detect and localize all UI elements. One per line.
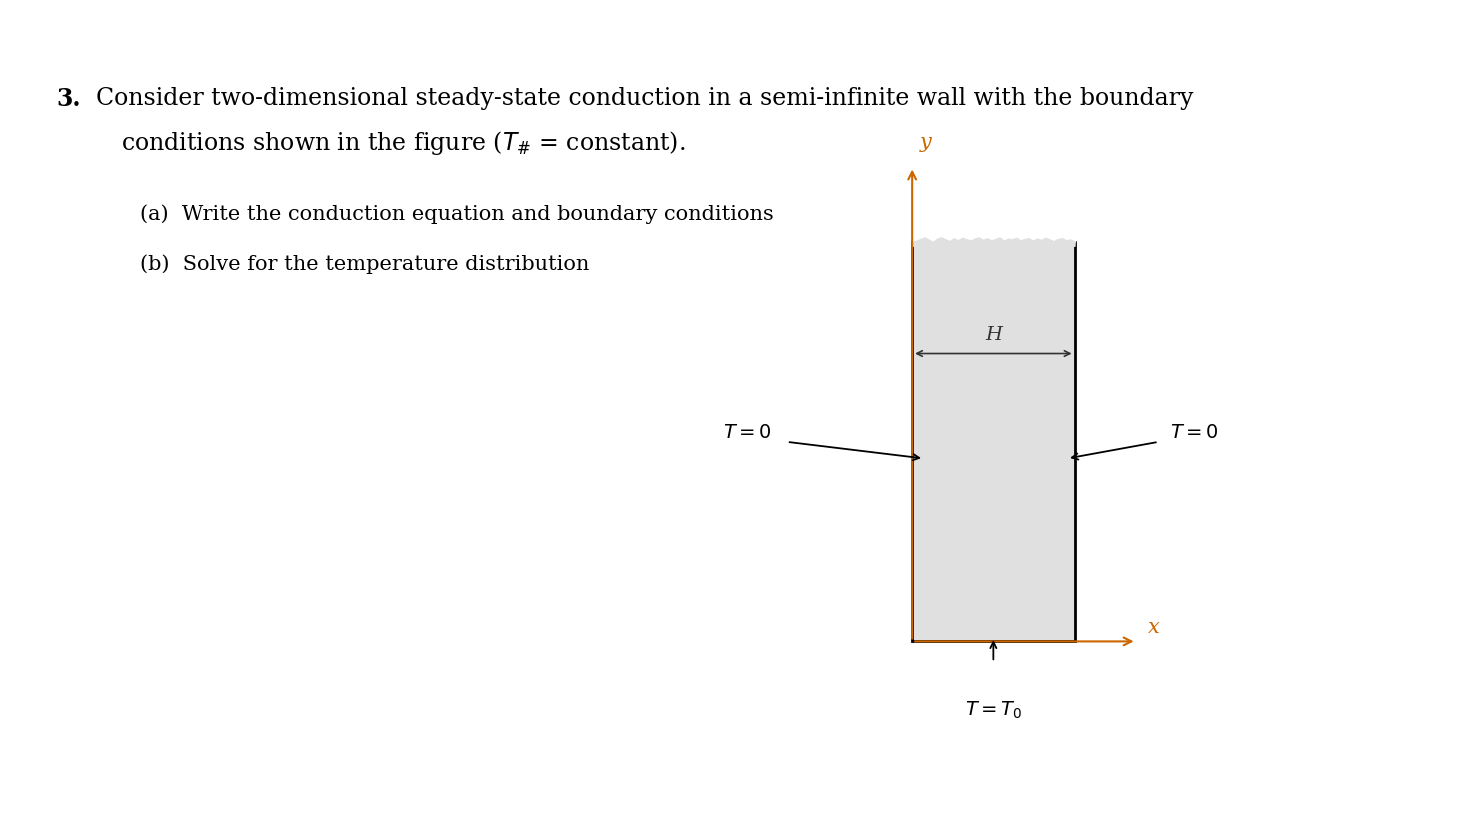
Text: H: H	[984, 326, 1002, 343]
Text: $T = 0$: $T = 0$	[1170, 425, 1219, 442]
Text: $T = T_0$: $T = T_0$	[965, 700, 1021, 721]
Text: (a)  Write the conduction equation and boundary conditions: (a) Write the conduction equation and bo…	[140, 204, 773, 224]
Text: y: y	[920, 132, 931, 152]
Bar	[912, 242, 1075, 641]
Text: (b)  Solve for the temperature distribution: (b) Solve for the temperature distributi…	[140, 254, 589, 274]
Text: x: x	[1148, 618, 1160, 637]
Text: 3.: 3.	[56, 87, 81, 112]
Text: conditions shown in the figure ($T_{\#}$ = constant).: conditions shown in the figure ($T_{\#}$…	[121, 129, 686, 157]
Text: Consider two-dimensional steady-state conduction in a semi-infinite wall with th: Consider two-dimensional steady-state co…	[96, 87, 1194, 111]
Text: $T = 0$: $T = 0$	[723, 425, 772, 442]
